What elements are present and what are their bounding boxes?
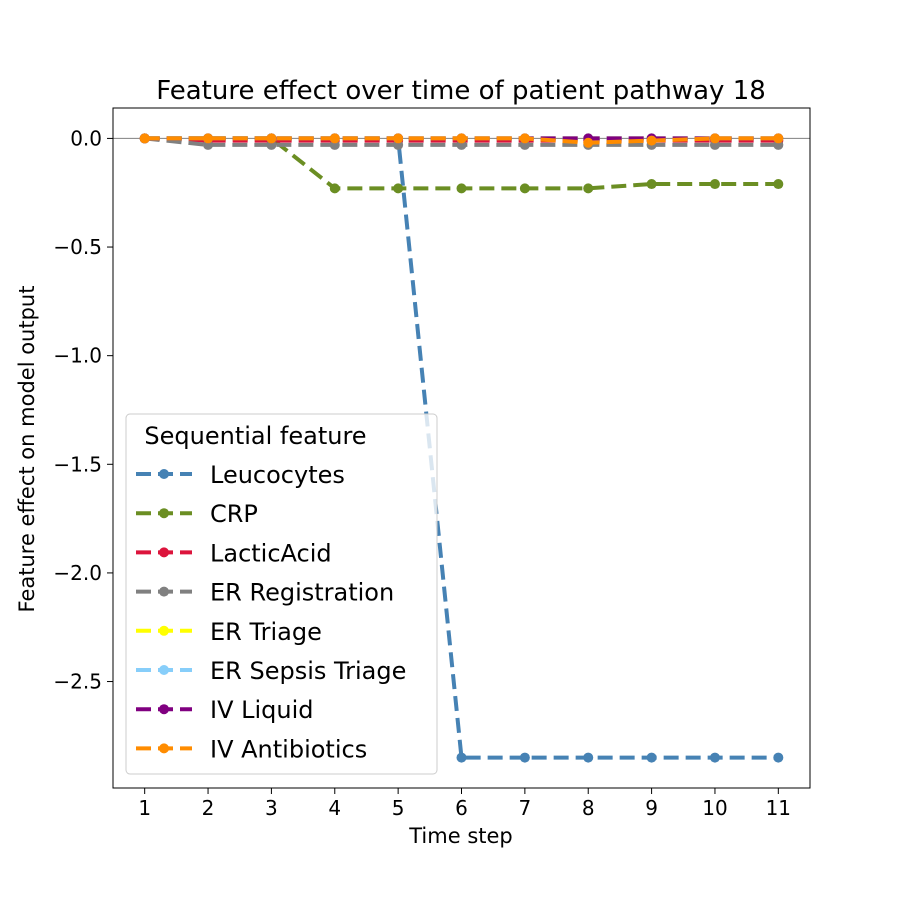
x-tick-label: 11: [766, 796, 791, 820]
legend-item: IV Liquid: [136, 696, 314, 724]
plot-area: 1 2 3 4 5 6 7 8 9 10 11 0.0 −0.5 −1.0 −1.5 −2.0 −2.5: [53, 107, 811, 820]
data-point: [266, 133, 277, 144]
y-axis-label: Feature effect on model output: [15, 286, 39, 613]
chart-title: Feature effect over time of patient path…: [156, 76, 766, 106]
data-point: [773, 752, 784, 763]
legend-label: IV Liquid: [210, 696, 314, 724]
x-tick-label: 3: [265, 796, 278, 820]
legend-item: ER Triage: [136, 618, 322, 646]
data-point: [203, 133, 214, 144]
legend-marker: [159, 704, 169, 715]
y-tick-label: −0.5: [53, 235, 102, 259]
data-point: [646, 135, 657, 146]
data-point: [329, 183, 340, 194]
data-point: [583, 137, 594, 148]
data-point: [709, 133, 720, 144]
data-point: [583, 183, 594, 194]
legend-marker: [159, 743, 169, 754]
legend-item: IV Antibiotics: [136, 735, 367, 763]
data-point: [773, 133, 784, 144]
data-point: [456, 133, 467, 144]
legend-marker: [159, 665, 169, 675]
legend-label: IV Antibiotics: [210, 735, 367, 763]
data-point: [519, 752, 530, 763]
y-tick-label: −2.5: [53, 670, 102, 694]
x-tick-label: 5: [392, 796, 405, 820]
x-tick-label: 1: [138, 796, 151, 820]
x-tick-label: 2: [202, 796, 215, 820]
data-point: [646, 752, 657, 763]
data-point: [393, 133, 404, 144]
legend-box: [125, 413, 438, 775]
x-tick-label: 10: [702, 796, 727, 820]
x-tick-label: 7: [518, 796, 531, 820]
data-point: [583, 752, 594, 763]
data-point: [646, 179, 657, 190]
legend-marker: [159, 508, 169, 519]
legend-item: Leucocytes: [136, 461, 345, 489]
x-tick-label: 4: [328, 796, 341, 820]
legend-marker: [159, 469, 169, 479]
legend-marker: [159, 625, 169, 636]
series-7: [139, 133, 784, 148]
legend-item: ER Registration: [136, 579, 394, 607]
legend-label: ER Registration: [210, 579, 394, 607]
legend-label: Leucocytes: [210, 461, 345, 489]
data-point: [456, 183, 467, 194]
legend-title: Sequential feature: [144, 422, 366, 450]
y-tick-label: −1.0: [53, 344, 102, 368]
x-tick-label: 6: [455, 796, 468, 820]
series-line: [144, 136, 779, 760]
y-tick-label: −2.0: [53, 561, 102, 585]
legend-item: LacticAcid: [136, 539, 332, 567]
data-point: [393, 183, 404, 194]
x-axis-label: Time step: [408, 824, 513, 848]
data-point: [773, 179, 784, 190]
x-tick-label: 9: [645, 796, 658, 820]
legend-label: ER Triage: [210, 618, 322, 646]
x-tick-label: 8: [582, 796, 595, 820]
legend-marker: [159, 586, 169, 597]
data-point: [329, 133, 340, 144]
data-point: [456, 752, 467, 763]
data-point: [709, 752, 720, 763]
legend-item: CRP: [136, 500, 258, 528]
data-point: [519, 133, 530, 144]
data-point: [709, 179, 720, 190]
legend-label: CRP: [210, 500, 258, 528]
legend-label: ER Sepsis Triage: [210, 657, 406, 685]
legend-marker: [159, 547, 169, 558]
legend: Sequential feature Leucocytes CRP LacticAci…: [125, 413, 438, 775]
data-point: [519, 183, 530, 194]
y-tick-label: −1.5: [53, 452, 102, 476]
legend-item: ER Sepsis Triage: [136, 657, 406, 685]
data-point: [139, 133, 150, 144]
legend-label: LacticAcid: [210, 539, 332, 567]
y-tick-label: 0.0: [70, 126, 102, 150]
